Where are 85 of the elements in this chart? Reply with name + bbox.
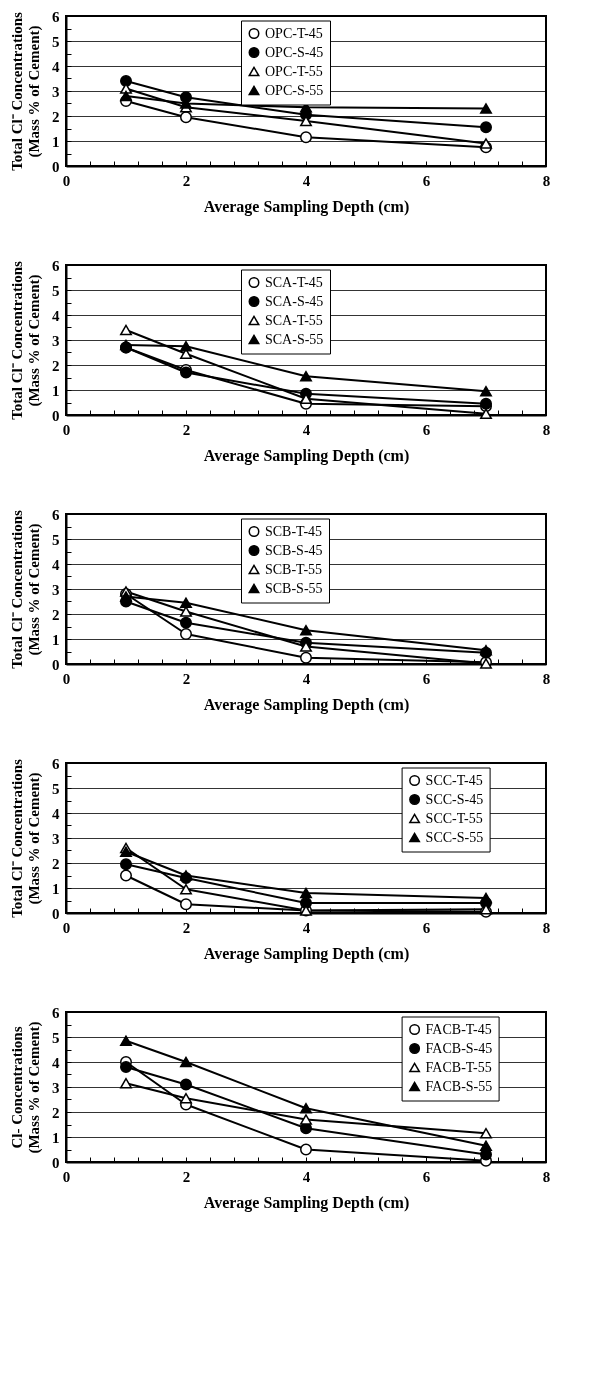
x-axis-title: Average Sampling Depth (cm) bbox=[203, 197, 410, 216]
legend-label: FACB-S-55 bbox=[425, 1078, 493, 1094]
y-tick-label: 1 bbox=[52, 133, 60, 150]
y-tick-label: 2 bbox=[52, 108, 60, 125]
y-tick-label: 5 bbox=[52, 282, 60, 299]
y-tick-label: 2 bbox=[52, 606, 60, 623]
x-axis-title: Average Sampling Depth (cm) bbox=[203, 1193, 410, 1212]
x-tick-label: 6 bbox=[422, 172, 431, 189]
y-tick-label: 3 bbox=[52, 83, 60, 100]
x-tick-label: 4 bbox=[302, 919, 311, 936]
legend-label: SCC-S-55 bbox=[425, 829, 484, 845]
y-tick-label: 5 bbox=[52, 1029, 60, 1046]
y-tick-label: 6 bbox=[52, 506, 60, 523]
legend-label: SCC-S-45 bbox=[425, 791, 484, 807]
legend-label: OPC-S-45 bbox=[265, 44, 324, 60]
y-tick-label: 1 bbox=[52, 382, 60, 399]
x-tick-label: 6 bbox=[422, 670, 431, 687]
y-axis-title: Total Cl⁻ Concentrations (Mass % of Cement) bbox=[9, 759, 43, 918]
y-tick-label: 0 bbox=[52, 1154, 60, 1171]
legend-label: SCC-T-55 bbox=[425, 810, 483, 826]
x-tick-label: 8 bbox=[542, 172, 551, 189]
y-axis-title: Cl- Concentrations (Mass % of Cement) bbox=[9, 1021, 43, 1154]
x-tick-label: 4 bbox=[302, 670, 311, 687]
x-tick-label: 2 bbox=[182, 421, 191, 438]
legend-label: SCC-T-45 bbox=[425, 772, 483, 788]
y-tick-label: 3 bbox=[52, 830, 60, 847]
y-tick-label: 3 bbox=[52, 581, 60, 598]
y-tick-label: 5 bbox=[52, 780, 60, 797]
x-tick-label: 6 bbox=[422, 1168, 431, 1185]
y-tick-label: 0 bbox=[52, 905, 60, 922]
x-tick-label: 6 bbox=[422, 421, 431, 438]
x-tick-label: 8 bbox=[542, 919, 551, 936]
y-tick-label: 6 bbox=[52, 8, 60, 25]
y-tick-label: 6 bbox=[52, 257, 60, 274]
y-axis-title: Total Cl⁻ Concentrations (Mass % of Cement) bbox=[9, 261, 43, 420]
x-tick-label: 2 bbox=[182, 1168, 191, 1185]
x-tick-label: 8 bbox=[542, 1168, 551, 1185]
y-tick-label: 5 bbox=[52, 33, 60, 50]
legend-label: SCA-T-55 bbox=[265, 312, 323, 328]
legend-label: FACB-S-45 bbox=[425, 1040, 493, 1056]
y-tick-label: 0 bbox=[52, 656, 60, 673]
legend-label: OPC-T-45 bbox=[265, 25, 323, 41]
legend-label: FACB-T-45 bbox=[425, 1021, 492, 1037]
legend-label: SCB-S-55 bbox=[265, 580, 323, 596]
y-tick-label: 1 bbox=[52, 880, 60, 897]
y-axis-title: Total Cl⁻ Concentrations (Mass % of Cement) bbox=[9, 12, 43, 171]
x-tick-label: 2 bbox=[182, 172, 191, 189]
legend-label: SCA-S-55 bbox=[265, 331, 324, 347]
legend-label: SCB-T-45 bbox=[265, 523, 323, 539]
y-axis-title: Total Cl⁻ Concentrations (Mass % of Cement) bbox=[9, 510, 43, 669]
legend-label: OPC-S-55 bbox=[265, 82, 324, 98]
y-tick-label: 2 bbox=[52, 1104, 60, 1121]
y-tick-label: 3 bbox=[52, 1079, 60, 1096]
x-axis-title: Average Sampling Depth (cm) bbox=[203, 695, 410, 714]
legend-label: SCB-T-55 bbox=[265, 561, 323, 577]
y-tick-label: 4 bbox=[52, 307, 60, 324]
y-tick-label: 6 bbox=[52, 755, 60, 772]
legend-label: OPC-T-55 bbox=[265, 63, 323, 79]
y-tick-label: 4 bbox=[52, 556, 60, 573]
x-axis-title: Average Sampling Depth (cm) bbox=[203, 446, 410, 465]
y-tick-label: 4 bbox=[52, 805, 60, 822]
legend-label: SCA-T-45 bbox=[265, 274, 323, 290]
x-tick-label: 4 bbox=[302, 421, 311, 438]
y-tick-label: 3 bbox=[52, 332, 60, 349]
legend-label: FACB-T-55 bbox=[425, 1059, 492, 1075]
x-tick-label: 6 bbox=[422, 919, 431, 936]
y-tick-label: 0 bbox=[52, 158, 60, 175]
legend-label: SCB-S-45 bbox=[265, 542, 323, 558]
y-tick-label: 0 bbox=[52, 407, 60, 424]
y-tick-label: 2 bbox=[52, 357, 60, 374]
x-tick-label: 4 bbox=[302, 172, 311, 189]
x-axis-title: Average Sampling Depth (cm) bbox=[203, 944, 410, 963]
y-tick-label: 2 bbox=[52, 855, 60, 872]
y-tick-label: 1 bbox=[52, 1129, 60, 1146]
x-tick-label: 4 bbox=[302, 1168, 311, 1185]
y-tick-label: 1 bbox=[52, 631, 60, 648]
x-tick-label: 2 bbox=[182, 670, 191, 687]
y-tick-label: 6 bbox=[52, 1004, 60, 1021]
x-tick-label: 2 bbox=[182, 919, 191, 936]
legend-label: SCA-S-45 bbox=[265, 293, 324, 309]
y-tick-label: 4 bbox=[52, 58, 60, 75]
y-tick-label: 5 bbox=[52, 531, 60, 548]
x-tick-label: 8 bbox=[542, 670, 551, 687]
y-tick-label: 4 bbox=[52, 1054, 60, 1071]
x-tick-label: 8 bbox=[542, 421, 551, 438]
